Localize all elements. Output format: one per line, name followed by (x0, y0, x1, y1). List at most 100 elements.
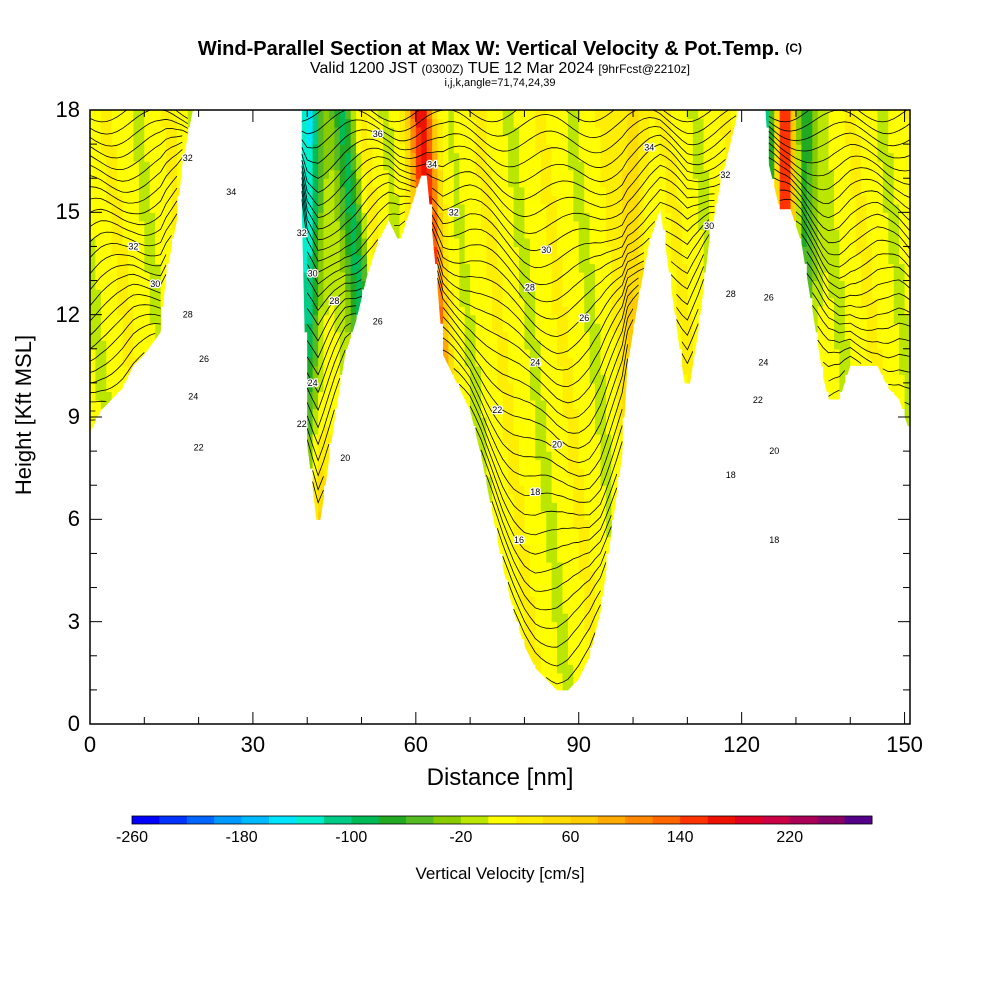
velocity-cell (882, 135, 889, 145)
y-tick-label: 12 (55, 301, 80, 327)
velocity-cell (573, 272, 580, 282)
velocity-cell (589, 135, 596, 145)
velocity-cell (893, 289, 900, 299)
velocity-cell (470, 357, 477, 367)
velocity-cell (155, 161, 162, 171)
velocity-cell (318, 144, 325, 154)
velocity-cell (453, 237, 460, 247)
velocity-cell (595, 434, 601, 444)
velocity-cell (622, 399, 629, 409)
velocity-cell (486, 110, 493, 120)
velocity-cell (557, 604, 563, 614)
velocity-cell (307, 306, 314, 316)
velocity-cell (519, 408, 525, 418)
velocity-cell (95, 195, 102, 205)
velocity-cell (307, 280, 314, 290)
velocity-cell (611, 399, 618, 409)
velocity-cell (616, 374, 623, 384)
velocity-cell (339, 323, 346, 333)
velocity-cell (611, 340, 618, 350)
velocity-cell (459, 118, 466, 128)
velocity-cell (491, 314, 498, 324)
velocity-cell (323, 161, 330, 171)
velocity-cell (388, 178, 395, 188)
velocity-cell (138, 314, 145, 324)
velocity-cell (100, 220, 107, 230)
velocity-cell (546, 203, 553, 213)
velocity-cell (850, 280, 857, 290)
velocity-cell (779, 144, 786, 154)
velocity-cell (535, 587, 542, 597)
velocity-cell (106, 195, 113, 205)
velocity-cell (535, 451, 542, 461)
velocity-cell (573, 672, 580, 682)
velocity-cell (470, 229, 477, 239)
velocity-cell (638, 152, 645, 162)
velocity-cell (448, 169, 455, 179)
velocity-cell (584, 382, 591, 392)
velocity-cell (671, 280, 678, 290)
velocity-cell (893, 135, 900, 145)
velocity-cell (519, 459, 525, 469)
velocity-cell (426, 152, 433, 162)
velocity-cell (546, 382, 553, 392)
velocity-cell (643, 229, 650, 239)
velocity-cell (622, 178, 629, 188)
velocity-cell (676, 331, 683, 341)
velocity-cell (828, 306, 835, 316)
velocity-cell (557, 519, 563, 529)
velocity-cell (524, 562, 531, 572)
velocity-cell (779, 135, 786, 145)
velocity-cell (502, 570, 509, 580)
velocity-cell (334, 195, 341, 205)
velocity-cell (171, 135, 178, 145)
velocity-cell (361, 127, 368, 137)
velocity-cell (307, 417, 314, 427)
velocity-cell (513, 144, 520, 154)
velocity-cell (855, 314, 862, 324)
velocity-cell (616, 161, 623, 171)
velocity-cell (676, 110, 683, 120)
velocity-cell (828, 178, 835, 188)
velocity-cell (334, 203, 341, 213)
theta-contour (90, 406, 623, 516)
velocity-cell (519, 374, 525, 384)
velocity-cell (421, 127, 428, 137)
velocity-cell (654, 144, 661, 154)
velocity-cell (448, 127, 455, 137)
velocity-cell (138, 220, 145, 230)
velocity-cell (768, 118, 775, 128)
velocity-cell (779, 186, 786, 196)
velocity-cell (540, 587, 547, 597)
velocity-cell (573, 604, 580, 614)
velocity-cell (128, 314, 134, 324)
velocity-cell (839, 306, 846, 316)
copyright-mark: (C) (785, 41, 803, 55)
velocity-cell (806, 110, 813, 120)
velocity-cell (638, 144, 645, 154)
velocity-cell (546, 621, 553, 631)
velocity-cell (872, 220, 878, 230)
velocity-cell (540, 255, 547, 265)
velocity-cell (405, 152, 411, 162)
velocity-cell (117, 246, 124, 256)
velocity-cell (149, 169, 156, 179)
velocity-cell (111, 127, 118, 137)
velocity-cell (540, 306, 547, 316)
velocity-cell (714, 127, 721, 137)
velocity-cell (519, 630, 525, 640)
velocity-cell (328, 229, 335, 239)
velocity-cell (855, 255, 862, 265)
colorbar-swatch (707, 816, 736, 824)
velocity-cell (600, 135, 607, 145)
velocity-cell (611, 306, 618, 316)
velocity-cell (904, 127, 910, 137)
velocity-cell (529, 425, 536, 435)
velocity-cell (464, 374, 471, 384)
velocity-cell (421, 152, 428, 162)
velocity-cell (654, 186, 661, 196)
velocity-cell (540, 408, 547, 418)
velocity-cell (567, 289, 574, 299)
velocity-cell (633, 161, 639, 171)
velocity-cell (605, 135, 612, 145)
